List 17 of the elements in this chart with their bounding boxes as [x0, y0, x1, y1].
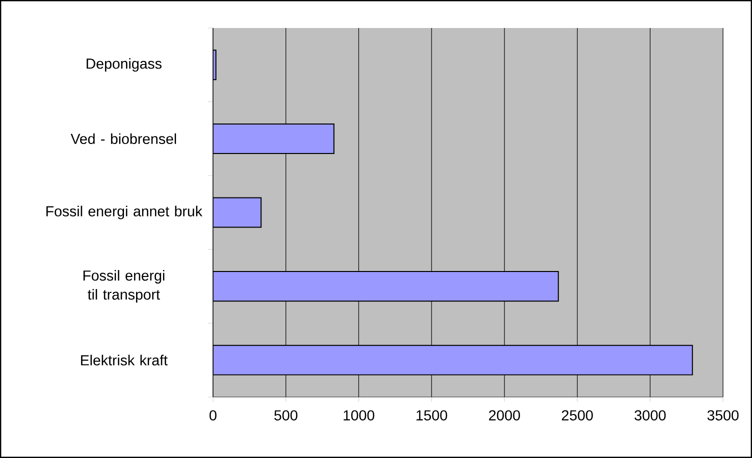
x-tick-label: 1000	[344, 410, 374, 420]
x-tick-label: 0	[210, 410, 216, 420]
x-tick-label: 2500	[562, 410, 593, 420]
x-tick-label: 500	[274, 410, 298, 420]
x-tick-label: 3500	[707, 410, 739, 420]
x-tick-label: 2000	[489, 410, 520, 420]
bar	[213, 123, 334, 154]
bar	[213, 344, 693, 376]
x-tick-label: 3000	[634, 410, 666, 420]
y-tick-label: Fossil energi annet bruk	[46, 206, 202, 220]
bar	[213, 197, 262, 228]
y-tick-label: Elektrisk kraft	[81, 354, 168, 366]
x-tick-label: 1500	[416, 410, 448, 420]
bar	[213, 271, 559, 302]
y-tick-label: Fossil energi til transport	[83, 270, 164, 303]
y-tick-label: Deponigass	[86, 58, 162, 72]
y-tick-label: Ved - biobrensel	[70, 133, 176, 144]
